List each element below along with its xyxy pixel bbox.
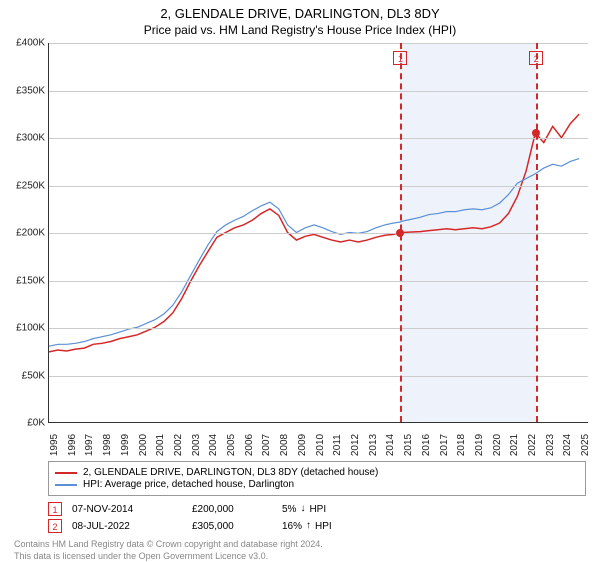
footer-attribution: Contains HM Land Registry data © Crown c… — [14, 539, 586, 562]
event-marker — [396, 229, 404, 237]
arrow-down-icon: ↓ — [300, 504, 305, 514]
y-axis-label: £250K — [1, 180, 45, 191]
x-axis-label: 2018 — [456, 434, 467, 456]
series-hpi — [49, 159, 579, 347]
chart-plot: £0K£50K£100K£150K£200K£250K£300K£350K£40… — [48, 43, 588, 423]
x-axis-label: 2008 — [279, 434, 290, 456]
event-pct-suffix: HPI — [309, 504, 326, 515]
y-axis-label: £50K — [1, 370, 45, 381]
legend-swatch — [55, 484, 77, 486]
legend-row: 2, GLENDALE DRIVE, DARLINGTON, DL3 8DY (… — [55, 467, 579, 478]
x-axis-label: 2017 — [439, 434, 450, 456]
x-axis-label: 2007 — [261, 434, 272, 456]
gridline — [49, 43, 588, 44]
x-axis-label: 1995 — [49, 434, 60, 456]
x-axis-label: 2012 — [350, 434, 361, 456]
x-axis-label: 2025 — [580, 434, 591, 456]
x-axis-label: 2021 — [509, 434, 520, 456]
gridline — [49, 281, 588, 282]
x-axis-label: 2020 — [492, 434, 503, 456]
x-axis-label: 2019 — [474, 434, 485, 456]
x-axis-label: 2011 — [332, 434, 343, 456]
x-axis-label: 2013 — [368, 434, 379, 456]
legend-label: 2, GLENDALE DRIVE, DARLINGTON, DL3 8DY (… — [83, 467, 378, 478]
event-row: 2 08-JUL-2022 £305,000 16% ↑ HPI — [48, 519, 586, 533]
x-axis-label: 1996 — [67, 434, 78, 456]
x-axis-label: 1999 — [120, 434, 131, 456]
y-axis-label: £100K — [1, 323, 45, 334]
y-axis-label: £0K — [1, 418, 45, 429]
arrow-up-icon: ↑ — [306, 521, 311, 531]
gridline — [49, 186, 588, 187]
gridline — [49, 376, 588, 377]
x-axis-label: 1997 — [84, 434, 95, 456]
page-subtitle: Price paid vs. HM Land Registry's House … — [0, 21, 600, 43]
x-axis-label: 2022 — [527, 434, 538, 456]
x-axis-label: 2002 — [173, 434, 184, 456]
legend-row: HPI: Average price, detached house, Darl… — [55, 479, 579, 490]
event-pct-vs-hpi: 16% ↑ HPI — [282, 521, 372, 532]
event-flag: 2 — [529, 51, 543, 65]
event-date: 07-NOV-2014 — [72, 504, 182, 515]
x-axis-label: 2000 — [138, 434, 149, 456]
event-row: 1 07-NOV-2014 £200,000 5% ↓ HPI — [48, 502, 586, 516]
gridline — [49, 91, 588, 92]
legend-swatch — [55, 472, 77, 474]
x-axis-label: 2016 — [421, 434, 432, 456]
y-axis-label: £150K — [1, 275, 45, 286]
legend: 2, GLENDALE DRIVE, DARLINGTON, DL3 8DY (… — [48, 461, 586, 496]
gridline — [49, 233, 588, 234]
x-axis-label: 2009 — [297, 434, 308, 456]
event-flag: 1 — [393, 51, 407, 65]
page-title: 2, GLENDALE DRIVE, DARLINGTON, DL3 8DY — [0, 0, 600, 21]
x-axis-label: 1998 — [102, 434, 113, 456]
x-axis-label: 2003 — [191, 434, 202, 456]
chart-area: £0K£50K£100K£150K£200K£250K£300K£350K£40… — [48, 43, 588, 423]
legend-label: HPI: Average price, detached house, Darl… — [83, 479, 294, 490]
x-axis-label: 2024 — [562, 434, 573, 456]
event-pct-value: 5% — [282, 504, 296, 515]
x-axis-label: 2005 — [226, 434, 237, 456]
event-index-box: 1 — [48, 502, 62, 516]
event-pct-vs-hpi: 5% ↓ HPI — [282, 504, 372, 515]
y-axis-label: £200K — [1, 228, 45, 239]
event-pct-value: 16% — [282, 521, 302, 532]
event-marker — [532, 129, 540, 137]
gridline — [49, 138, 588, 139]
event-line — [536, 43, 538, 422]
footer-line-1: Contains HM Land Registry data © Crown c… — [14, 539, 586, 551]
event-date: 08-JUL-2022 — [72, 521, 182, 532]
y-axis-label: £300K — [1, 133, 45, 144]
y-axis-label: £350K — [1, 85, 45, 96]
event-index-box: 2 — [48, 519, 62, 533]
event-price: £305,000 — [192, 521, 272, 532]
x-axis-label: 2014 — [385, 434, 396, 456]
gridline — [49, 328, 588, 329]
footer-line-2: This data is licensed under the Open Gov… — [14, 551, 586, 562]
y-axis-label: £400K — [1, 38, 45, 49]
x-axis-label: 2015 — [403, 434, 414, 456]
event-price: £200,000 — [192, 504, 272, 515]
event-pct-suffix: HPI — [315, 521, 332, 532]
events-table: 1 07-NOV-2014 £200,000 5% ↓ HPI 2 08-JUL-2022 £3… — [48, 502, 586, 533]
x-axis-label: 2006 — [244, 434, 255, 456]
x-axis-label: 2010 — [315, 434, 326, 456]
x-axis-label: 2001 — [155, 434, 166, 456]
x-axis-label: 2023 — [545, 434, 556, 456]
x-axis-label: 2004 — [208, 434, 219, 456]
